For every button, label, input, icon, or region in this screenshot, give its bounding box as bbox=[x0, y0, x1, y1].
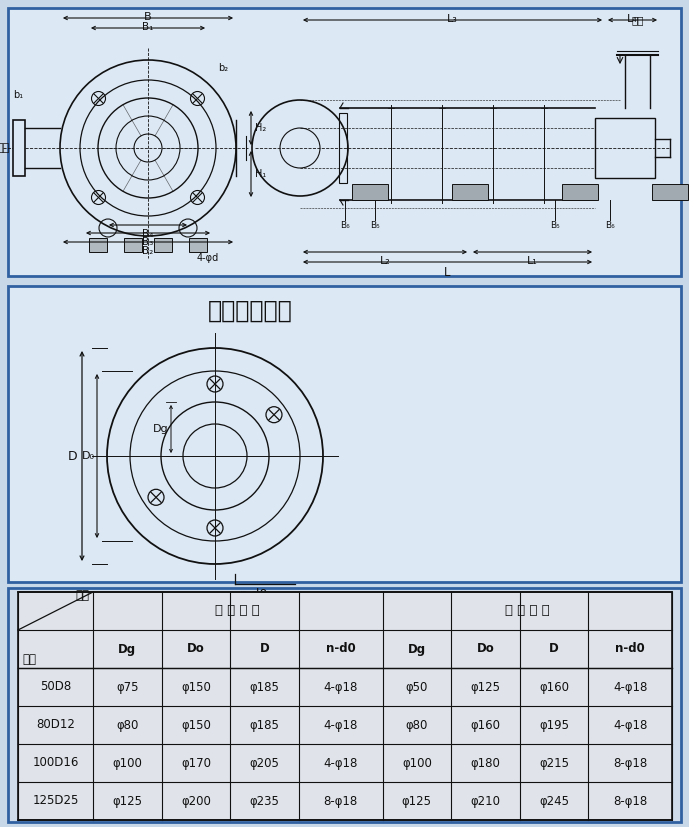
Text: D: D bbox=[68, 450, 77, 462]
Text: 进水: 进水 bbox=[0, 143, 10, 153]
Text: φ185: φ185 bbox=[249, 681, 280, 694]
Text: H₂: H₂ bbox=[255, 123, 266, 133]
Bar bbox=[13, 120, 25, 176]
Text: φ170: φ170 bbox=[181, 757, 211, 769]
Text: 吸 入 法 兰: 吸 入 法 兰 bbox=[216, 605, 260, 618]
Text: φ80: φ80 bbox=[406, 719, 428, 732]
Text: L₃: L₃ bbox=[447, 14, 458, 24]
Text: Dg: Dg bbox=[408, 643, 426, 656]
Text: 型号: 型号 bbox=[75, 589, 89, 602]
Bar bbox=[89, 238, 107, 252]
Text: 4-φ18: 4-φ18 bbox=[324, 681, 358, 694]
Text: L₁: L₁ bbox=[527, 256, 538, 266]
Text: B₅: B₅ bbox=[370, 221, 380, 230]
Text: 吐 出 法 兰: 吐 出 法 兰 bbox=[505, 605, 550, 618]
Text: H₁: H₁ bbox=[255, 169, 266, 179]
Text: 吸入吐出法兰: 吸入吐出法兰 bbox=[207, 299, 292, 323]
Text: 4-φd: 4-φd bbox=[197, 253, 219, 263]
Bar bbox=[8, 588, 681, 822]
Text: φ125: φ125 bbox=[402, 795, 432, 807]
Text: 出水: 出水 bbox=[632, 15, 644, 25]
Text: φ150: φ150 bbox=[181, 719, 211, 732]
Text: Dg: Dg bbox=[119, 643, 136, 656]
Text: φ195: φ195 bbox=[539, 719, 569, 732]
Text: φ125: φ125 bbox=[471, 681, 500, 694]
Text: n-d0: n-d0 bbox=[615, 643, 645, 656]
Text: φ100: φ100 bbox=[402, 757, 432, 769]
Text: 尺寸: 尺寸 bbox=[22, 653, 36, 666]
Text: B₄: B₄ bbox=[143, 229, 154, 239]
Text: L₂: L₂ bbox=[380, 256, 391, 266]
Text: Dg: Dg bbox=[154, 424, 169, 434]
Text: φ235: φ235 bbox=[249, 795, 280, 807]
Text: φ50: φ50 bbox=[406, 681, 428, 694]
Text: 4-φ18: 4-φ18 bbox=[613, 681, 648, 694]
Text: b₁: b₁ bbox=[13, 90, 23, 100]
Text: φ125: φ125 bbox=[112, 795, 143, 807]
Bar bbox=[352, 184, 388, 200]
Text: φ80: φ80 bbox=[116, 719, 138, 732]
Text: D: D bbox=[549, 643, 559, 656]
Text: 4-φ18: 4-φ18 bbox=[613, 719, 648, 732]
Text: 4-φ18: 4-φ18 bbox=[324, 719, 358, 732]
Text: 8-φ18: 8-φ18 bbox=[324, 795, 358, 807]
Bar bbox=[562, 184, 598, 200]
Bar bbox=[452, 184, 488, 200]
Bar bbox=[154, 238, 172, 252]
Text: L₄: L₄ bbox=[627, 14, 638, 24]
Text: B₁: B₁ bbox=[143, 22, 154, 32]
Text: φ75: φ75 bbox=[116, 681, 138, 694]
Bar bbox=[8, 286, 681, 582]
Text: 100D16: 100D16 bbox=[32, 757, 79, 769]
Text: 8-φ18: 8-φ18 bbox=[613, 795, 647, 807]
Bar bbox=[189, 238, 207, 252]
Bar bbox=[595, 118, 655, 178]
Text: n-d0: n-d0 bbox=[240, 588, 269, 601]
Text: 125D25: 125D25 bbox=[32, 795, 79, 807]
Text: B: B bbox=[144, 12, 152, 22]
Bar bbox=[339, 113, 347, 183]
Text: B₂: B₂ bbox=[143, 246, 154, 256]
Text: φ215: φ215 bbox=[539, 757, 569, 769]
Bar bbox=[124, 238, 142, 252]
Text: 4-φ18: 4-φ18 bbox=[324, 757, 358, 769]
Text: D: D bbox=[260, 643, 269, 656]
Text: φ210: φ210 bbox=[471, 795, 500, 807]
Text: φ150: φ150 bbox=[181, 681, 211, 694]
Text: B₃: B₃ bbox=[143, 237, 154, 247]
Text: B₆: B₆ bbox=[340, 221, 350, 230]
Text: D₀: D₀ bbox=[82, 451, 95, 461]
Text: φ200: φ200 bbox=[181, 795, 211, 807]
Text: 50D8: 50D8 bbox=[40, 681, 71, 694]
Text: B₅: B₅ bbox=[550, 221, 560, 230]
Text: B₆: B₆ bbox=[605, 221, 615, 230]
Bar bbox=[8, 8, 681, 276]
Text: φ160: φ160 bbox=[471, 719, 500, 732]
Text: L: L bbox=[444, 266, 451, 279]
Text: Do: Do bbox=[477, 643, 494, 656]
Text: φ100: φ100 bbox=[112, 757, 143, 769]
Text: 8-φ18: 8-φ18 bbox=[613, 757, 647, 769]
Text: 80D12: 80D12 bbox=[36, 719, 75, 732]
Text: φ180: φ180 bbox=[471, 757, 500, 769]
Text: n-d0: n-d0 bbox=[326, 643, 356, 656]
Bar bbox=[18, 592, 672, 820]
Text: φ245: φ245 bbox=[539, 795, 569, 807]
Text: φ205: φ205 bbox=[249, 757, 280, 769]
Bar bbox=[652, 184, 688, 200]
Text: Do: Do bbox=[187, 643, 205, 656]
Text: φ160: φ160 bbox=[539, 681, 569, 694]
Text: φ185: φ185 bbox=[249, 719, 280, 732]
Text: b₂: b₂ bbox=[218, 63, 228, 73]
